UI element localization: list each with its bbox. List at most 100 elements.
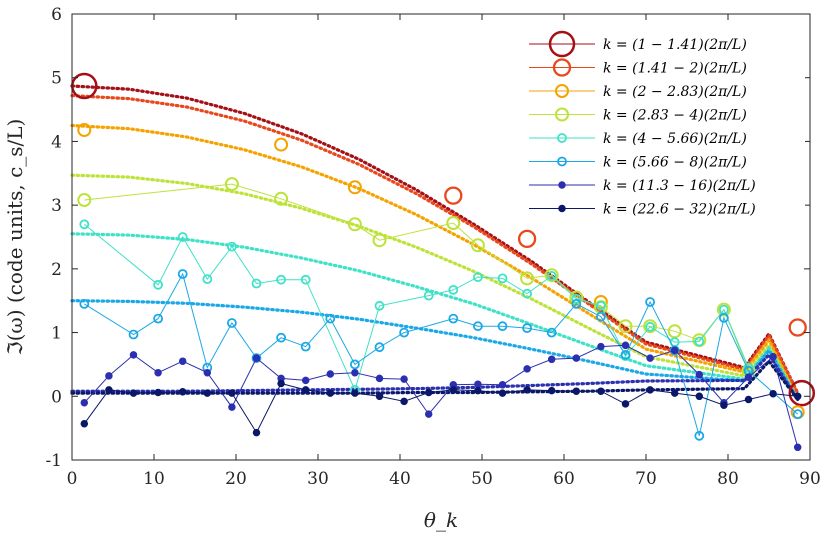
data-point: [399, 327, 410, 338]
data-point: [276, 332, 287, 343]
legend-item-6: k = (5.66 − 8)(2π/L): [529, 155, 747, 171]
theory-curve-8: [70, 358, 800, 402]
data-point: [326, 370, 335, 378]
data-point: [375, 374, 384, 383]
data-point: [792, 409, 803, 420]
data-point: [523, 386, 531, 394]
data-point: [520, 271, 535, 286]
legend-marker: [548, 30, 576, 58]
data-point: [498, 389, 507, 397]
data-point: [769, 353, 777, 361]
data-point: [472, 321, 483, 332]
series-line-7: [83, 344, 799, 448]
data-point: [80, 419, 89, 428]
y-tick-label: 2: [51, 260, 62, 280]
data-point: [618, 319, 633, 334]
y-tick-label: 6: [51, 5, 62, 25]
y-tick-label: -1: [45, 451, 62, 471]
data-point: [643, 319, 658, 334]
legend-label: k = (5.66 − 8)(2π/L): [603, 155, 747, 171]
series-line-6: [84, 272, 799, 436]
y-tick-label: 0: [51, 387, 62, 407]
y-tick-label: 4: [51, 132, 62, 152]
data-point: [400, 375, 408, 383]
theory-curve-1: [70, 84, 800, 395]
data-point: [351, 368, 359, 377]
data-point: [522, 323, 532, 334]
data-point: [646, 354, 654, 362]
legend-marker: [558, 204, 566, 213]
data-point: [546, 327, 557, 338]
data-point: [645, 321, 655, 332]
data-point: [593, 295, 608, 309]
data-point: [80, 398, 89, 407]
series-line-4: [84, 183, 749, 371]
data-point: [153, 313, 164, 324]
data-point: [300, 274, 311, 285]
data-point: [497, 321, 508, 332]
data-point: [793, 443, 802, 452]
data-series: [71, 72, 816, 452]
data-point: [423, 290, 434, 301]
legend-marker: [557, 133, 567, 143]
data-point: [203, 368, 212, 377]
data-point: [202, 274, 213, 285]
theory-curves: [70, 84, 800, 402]
data-point: [621, 341, 630, 350]
data-point: [720, 401, 728, 409]
legend-item-7: k = (11.3 − 16)(2π/L): [529, 178, 756, 194]
data-point: [620, 349, 631, 360]
data-point: [470, 238, 485, 253]
x-tick-label: 60: [553, 469, 575, 489]
legend-item-8: k = (22.6 − 32)(2π/L): [529, 202, 756, 218]
data-point: [375, 392, 384, 401]
data-point: [547, 355, 556, 364]
data-point: [571, 298, 582, 309]
data-point: [694, 430, 705, 441]
y-tick-label: 3: [51, 196, 62, 216]
data-point: [695, 370, 704, 379]
y-tick-label: 1: [51, 324, 62, 344]
data-point: [228, 403, 236, 411]
data-point: [300, 341, 311, 352]
data-point: [347, 180, 362, 195]
data-point: [77, 123, 92, 137]
legend-item-2: k = (1.41 − 2)(2π/L): [529, 58, 747, 77]
data-point: [129, 351, 138, 359]
data-point: [203, 389, 212, 397]
x-tick-label: 40: [389, 469, 411, 489]
legend-marker: [555, 107, 569, 122]
data-point: [670, 389, 679, 397]
data-point: [424, 388, 433, 397]
data-point: [129, 389, 138, 397]
data-point: [572, 387, 581, 395]
data-point: [448, 313, 459, 324]
legend-marker: [552, 58, 572, 77]
data-point: [621, 400, 630, 408]
data-point: [716, 302, 731, 317]
legend: k = (1 − 1.41)(2π/L) k = (1.41 − 2)(2π/L)…: [522, 20, 805, 218]
data-point: [522, 288, 532, 299]
data-point: [449, 386, 458, 394]
data-point: [793, 392, 802, 401]
data-point: [547, 386, 556, 395]
data-point: [226, 241, 237, 252]
data-point: [276, 274, 287, 285]
data-point: [719, 312, 729, 323]
data-point: [178, 357, 187, 365]
legend-marker: [555, 84, 569, 98]
data-point: [326, 389, 335, 397]
x-tick-label: 80: [717, 469, 739, 489]
data-point: [646, 386, 654, 394]
axes-frame: [71, 13, 811, 461]
data-point: [523, 365, 531, 373]
data-point: [669, 345, 680, 356]
data-point: [788, 379, 816, 407]
data-point: [444, 186, 463, 205]
data-point: [251, 353, 262, 364]
data-point: [224, 177, 239, 192]
data-point: [517, 229, 537, 249]
data-point: [154, 368, 162, 377]
x-tick-label: 10: [143, 469, 165, 489]
